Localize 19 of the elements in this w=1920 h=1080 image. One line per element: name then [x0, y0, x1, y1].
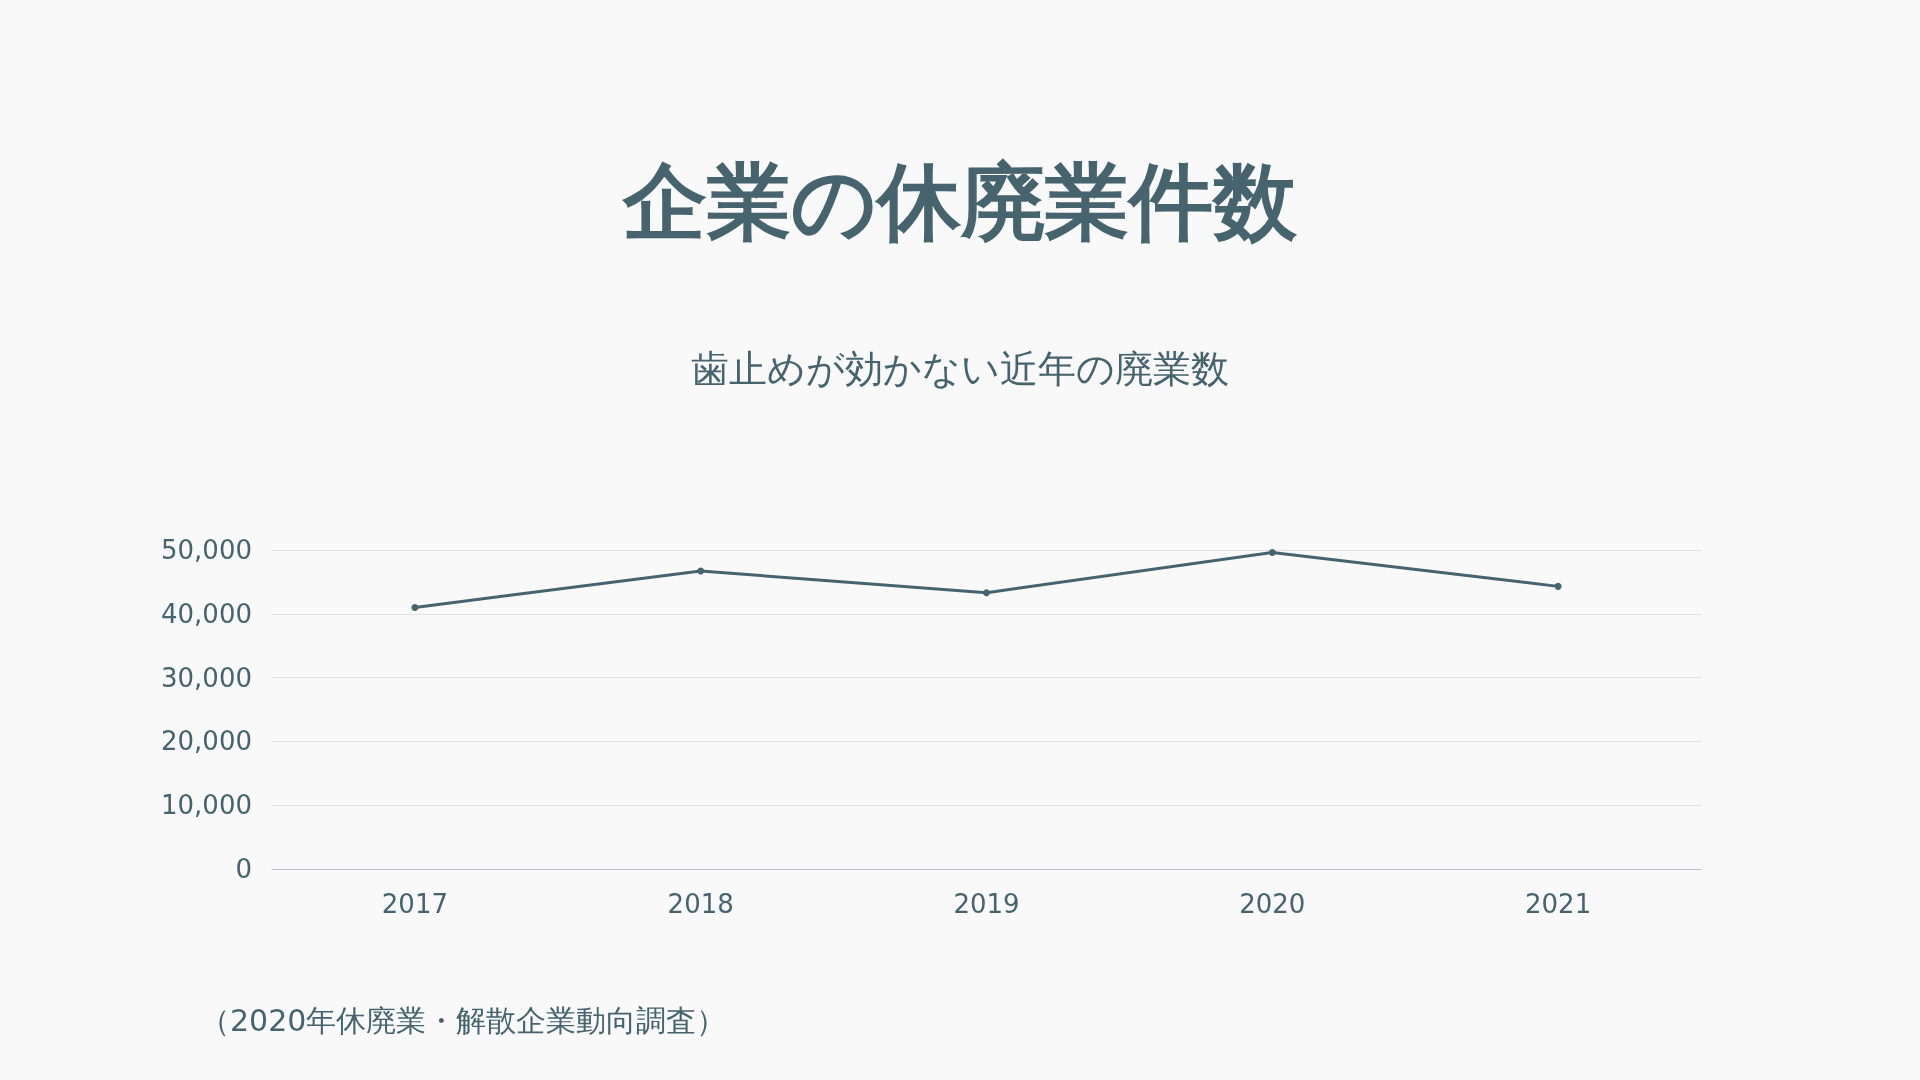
- x-tick-label: 2020: [1239, 889, 1306, 919]
- point: [697, 567, 705, 575]
- y-tick-label: 30,000: [161, 662, 252, 693]
- chart-title: 企業の休廃業件数: [621, 153, 1298, 251]
- x-tick-label: 2021: [1525, 889, 1592, 919]
- chart-subtitle: 歯止めが効かない近年の廃業数: [691, 347, 1229, 391]
- y-tick-label: 10,000: [161, 790, 252, 821]
- text: （2020年休廃業・解散企業動向調査）: [200, 1002, 727, 1038]
- y-tick-label: 40,000: [161, 598, 252, 629]
- x-tick-label: 2019: [953, 889, 1020, 919]
- point: [411, 603, 419, 611]
- x-tick-label: 2018: [667, 889, 734, 919]
- point: [1268, 549, 1276, 557]
- point: [1554, 582, 1562, 590]
- y-tick-label: 50,000: [161, 535, 252, 565]
- x-tick-label: 2017: [381, 889, 448, 919]
- y-tick-label: 20,000: [161, 726, 252, 757]
- point: [983, 589, 990, 597]
- y-tick-label: 0: [235, 854, 252, 884]
